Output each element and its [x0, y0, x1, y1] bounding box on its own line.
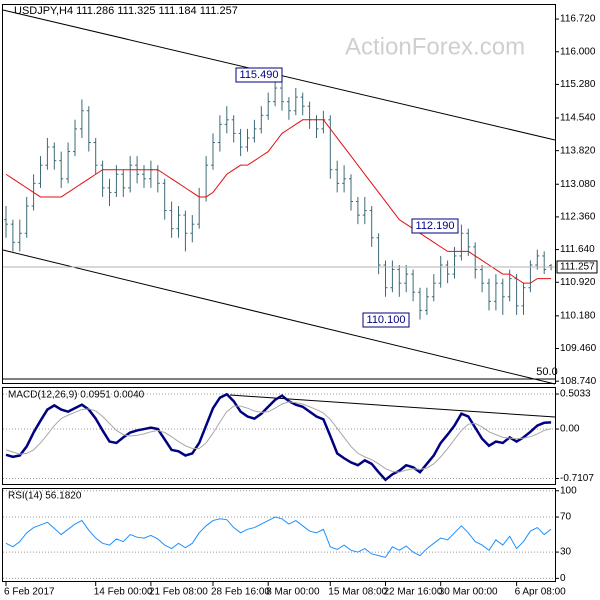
annotation: 115.490 — [240, 69, 279, 81]
y-tick-label: -0.7107 — [560, 473, 594, 484]
rsi-panel — [2, 488, 556, 582]
price-panel — [2, 4, 556, 384]
indicator-line — [5, 401, 552, 473]
y-tick-label: 0.00 — [560, 424, 580, 435]
indicator-line — [5, 516, 552, 558]
y-tick-label: 109.460 — [560, 343, 597, 354]
x-tick-label: 21 Feb 08:00 — [149, 587, 208, 598]
indicator-line — [5, 392, 552, 482]
y-tick-label: 113.820 — [560, 145, 596, 156]
watermark: ActionForex.com — [345, 33, 525, 60]
moving-average — [5, 119, 552, 284]
y-tick-label: 0.5033 — [560, 389, 591, 400]
x-tick-label: 15 Mar 08:00 — [328, 587, 387, 598]
channel-lower — [2, 249, 556, 385]
annotation: 112.190 — [416, 220, 455, 232]
x-tick-label: 28 Feb 16:00 — [211, 587, 270, 598]
x-tick-label: 6 Apr 08:00 — [515, 587, 567, 598]
y-tick-label: 115.280 — [560, 79, 596, 90]
last-price-label: 111.257 — [560, 262, 595, 273]
macd-panel — [2, 387, 556, 485]
y-tick-label: 116.720 — [560, 14, 596, 25]
price-title: USDJPY,H4 111.286 111.325 111.184 111.25… — [14, 5, 238, 17]
y-tick-label: 111.640 — [560, 244, 595, 255]
annotation: 110.100 — [367, 314, 406, 326]
y-tick-label: 30 — [560, 547, 572, 558]
annotation-box — [235, 67, 283, 83]
x-tick-label: 30 Mar 00:00 — [439, 587, 498, 598]
x-tick-label: 6 Feb 2017 — [4, 587, 55, 598]
x-tick-label: 14 Feb 00:00 — [94, 587, 153, 598]
rsi-title: RSI(14) 56.1820 — [8, 491, 82, 502]
x-tick-label: 8 Mar 00:00 — [266, 587, 320, 598]
last-price-box — [556, 260, 598, 274]
y-tick-label: 0 — [560, 573, 566, 584]
y-tick-label: 116.000 — [560, 46, 596, 57]
annotation-box — [411, 218, 459, 234]
x-tick-label: 22 Mar 16:00 — [384, 587, 443, 598]
y-tick-label: 110.180 — [560, 310, 596, 321]
macd-title: MACD(12,26,9) 0.0951 0.0040 — [8, 390, 145, 401]
y-tick-label: 108.740 — [560, 376, 597, 387]
annotation-box — [362, 312, 410, 328]
annotation: 50.0 — [536, 366, 557, 378]
y-tick-label: 112.360 — [560, 212, 596, 223]
y-tick-label: 70 — [560, 512, 572, 523]
y-tick-label: 113.080 — [560, 179, 596, 190]
y-tick-label: 110.920 — [560, 277, 596, 288]
y-tick-label: 114.540 — [560, 113, 596, 124]
y-tick-label: 100 — [560, 485, 577, 496]
